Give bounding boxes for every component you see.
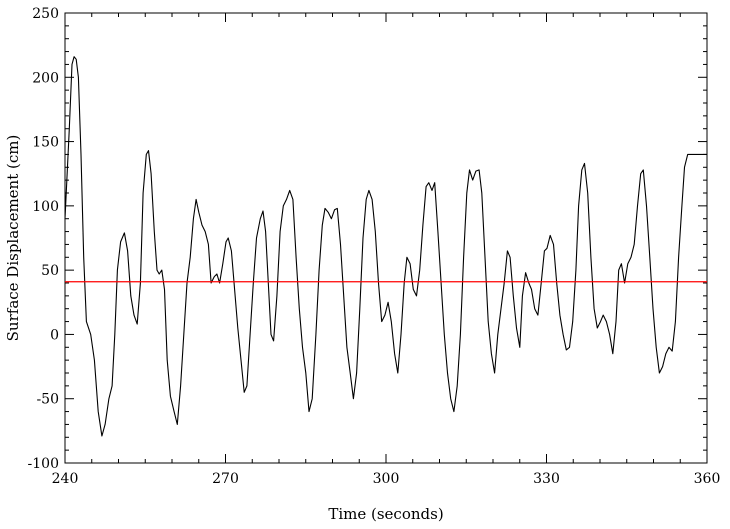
y-axis-label: Surface Displacement (cm)	[4, 135, 22, 342]
series-layer	[64, 56, 707, 437]
series-line	[64, 56, 707, 437]
x-axis-ticks: 240 270 300 330 360	[52, 13, 721, 487]
x-tick-label: 270	[212, 471, 239, 487]
y-tick-label: 250	[32, 6, 59, 22]
y-tick-label: 150	[32, 135, 59, 151]
plot-frame	[64, 12, 708, 464]
y-tick-label: 0	[50, 327, 59, 343]
y-tick-label: -100	[28, 456, 59, 472]
y-tick-label: -50	[36, 392, 59, 408]
y-tick-label: 100	[32, 199, 59, 215]
y-tick-label: 200	[32, 70, 59, 86]
x-tick-label: 240	[52, 471, 79, 487]
y-axis-ticks: -100 -50 0 50 100 150 200 250	[28, 6, 707, 472]
x-tick-label: 360	[694, 471, 721, 487]
plot-border	[64, 12, 708, 464]
x-tick-label: 300	[373, 471, 400, 487]
x-axis-label: Time (seconds)	[328, 505, 443, 523]
x-tick-label: 330	[533, 471, 560, 487]
y-tick-label: 50	[41, 263, 59, 279]
